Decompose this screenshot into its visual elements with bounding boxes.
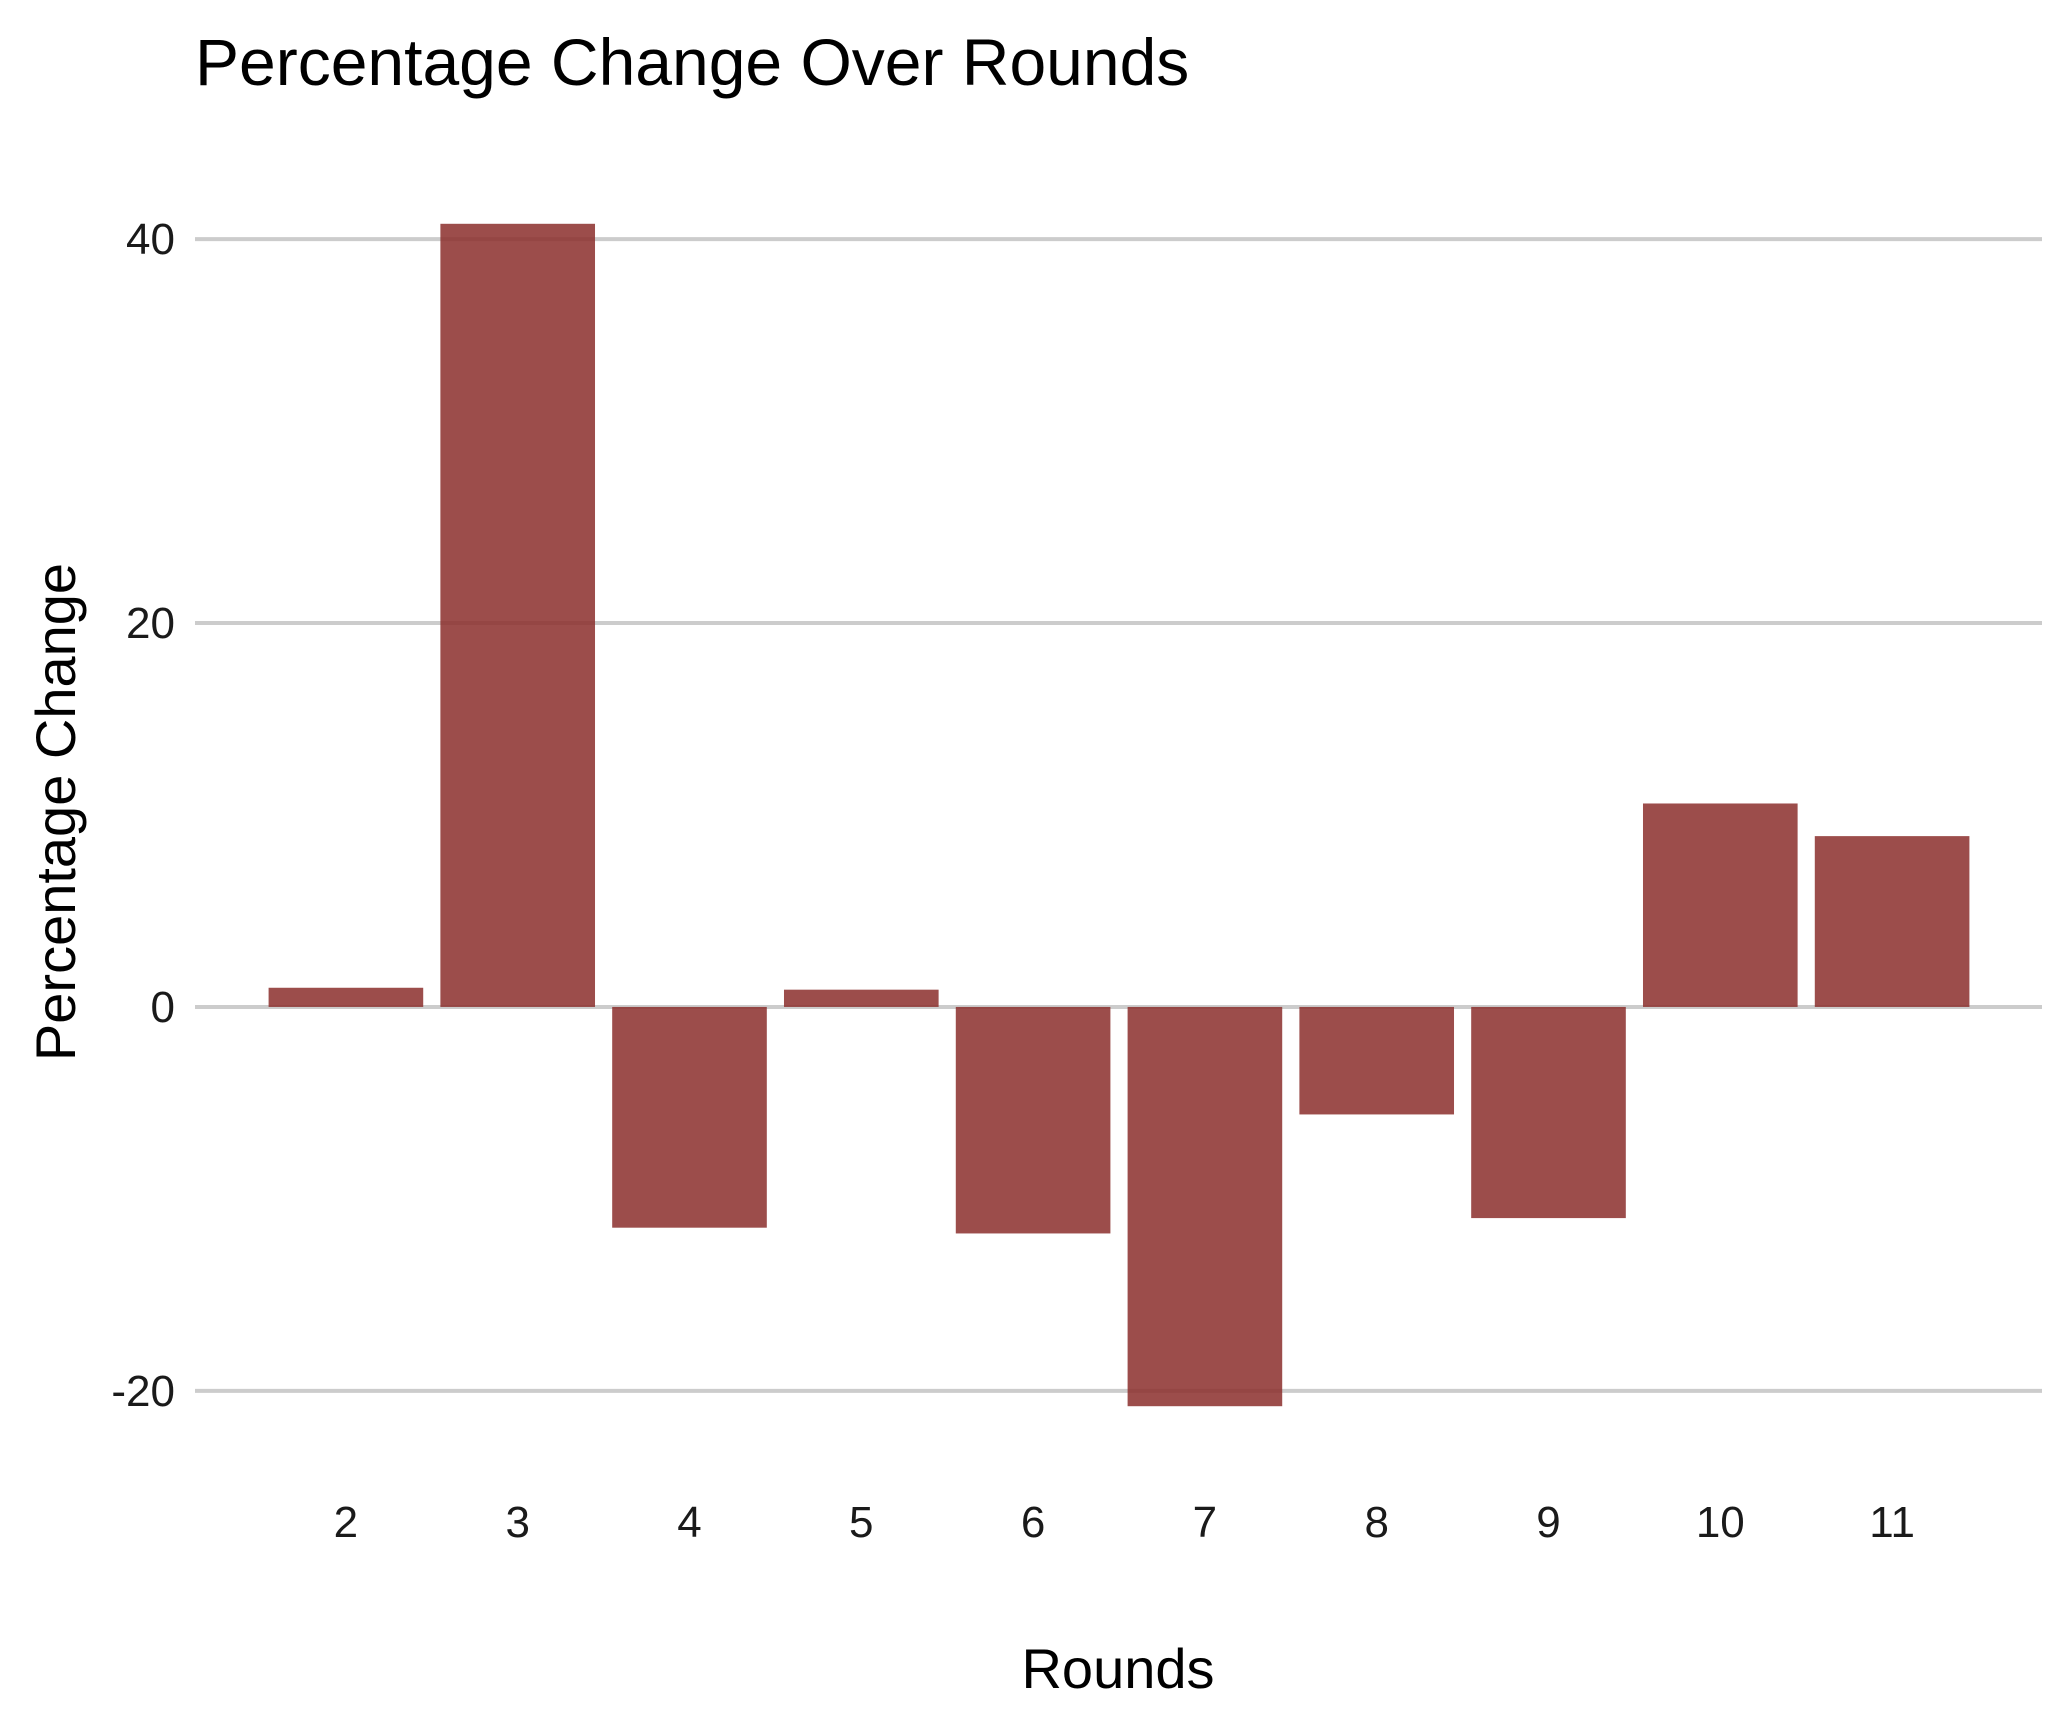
x-tick-label: 7 — [1193, 1498, 1217, 1547]
bar-round-6 — [955, 1006, 1111, 1234]
x-tick-label: 11 — [1869, 1498, 1915, 1547]
y-tick-label: 20 — [126, 599, 175, 648]
x-tick-label: 10 — [1696, 1498, 1745, 1547]
x-tick-label: 5 — [849, 1498, 873, 1547]
chart-title: Percentage Change Over Rounds — [195, 25, 1189, 99]
y-axis-ticks: -20 0 20 40 — [111, 215, 175, 1416]
bar-round-8 — [1299, 1006, 1455, 1115]
bar-round-7 — [1127, 1006, 1283, 1407]
x-tick-label: 8 — [1364, 1498, 1388, 1547]
bar-round-9 — [1471, 1006, 1626, 1219]
bar-round-3 — [440, 223, 596, 1007]
y-axis-label: Percentage Change — [24, 563, 87, 1061]
x-tick-label: 9 — [1536, 1498, 1560, 1547]
y-tick-label: 40 — [126, 215, 175, 264]
x-axis-ticks: 2 3 4 5 6 7 8 9 10 11 — [334, 1498, 1915, 1547]
y-tick-label: -20 — [111, 1367, 175, 1416]
bar-round-2 — [268, 987, 424, 1007]
x-axis-label: Rounds — [1021, 1637, 1214, 1700]
x-tick-label: 2 — [334, 1498, 358, 1547]
x-tick-label: 6 — [1021, 1498, 1045, 1547]
bar-round-4 — [612, 1006, 767, 1228]
bar-round-11 — [1814, 836, 1970, 1007]
bars — [268, 223, 1970, 1407]
y-tick-label: 0 — [151, 983, 175, 1032]
x-tick-label: 4 — [677, 1498, 701, 1547]
bar-round-5 — [783, 989, 939, 1007]
bar-round-10 — [1642, 803, 1798, 1007]
x-tick-label: 3 — [505, 1498, 529, 1547]
